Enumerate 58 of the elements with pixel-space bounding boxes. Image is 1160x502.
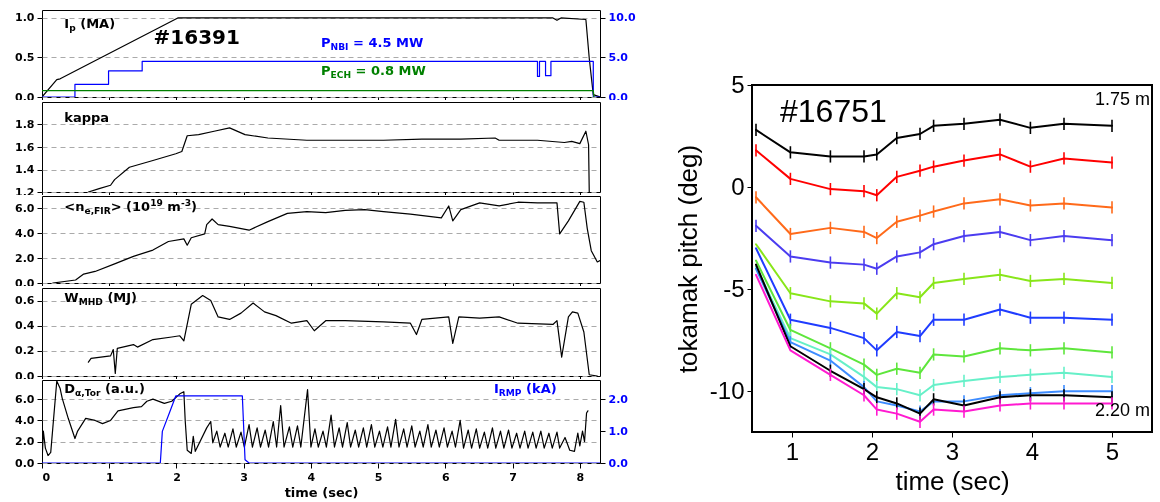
annotation: #16391 [153,25,240,50]
y-tick-label: 1.2 [15,185,35,199]
y2-tick-label: 5.0 [608,50,629,64]
y-tick-label: 1.8 [15,118,35,131]
text: kappa [64,110,110,125]
y-tick-label: 1.4 [15,163,35,176]
y2-tick-label: 2.0 [608,392,629,406]
y-tick-label: -10 [709,376,745,404]
x-tick-label: 2 [173,470,181,484]
y-tick-label: 6.0 [15,201,35,215]
y-tick-label: 0.6 [15,294,35,308]
series-label: <n$_{e,FIR}$> (10$^{19}$ m$^{-3}$) [64,198,197,217]
x-tick-label: 1 [105,470,114,484]
x-tick-label: 6 [442,470,451,484]
x-tick-label: 5 [374,470,383,484]
x-tick-label: 3 [945,437,960,465]
x-tick-label: 2 [865,437,880,465]
y-tick-label: 0.0 [15,456,35,470]
series-label: D$_{α,Tor}$ (a.u.) [64,381,145,399]
y-tick-label: 0.0 [15,90,35,104]
x-tick-label: 8 [576,470,585,484]
x-axis-title: time (sec) [895,465,1010,496]
y-tick-label: 2.0 [15,435,35,449]
y-tick-label: 0.5 [15,50,35,64]
y2-tick-label: 0.0 [608,456,629,470]
y-tick-label: 4.0 [15,413,35,427]
text: I$_{RMP}$ (kA) [493,381,557,399]
series-label: P$_{ECH}$ = 0.8 MW [321,62,426,80]
x-tick-label: 3 [240,470,249,484]
y-tick-label: 4.0 [15,226,35,240]
y-tick-label: 1.6 [15,140,35,154]
x-tick-label: 0 [42,470,51,484]
series-label: 2.20 m [1094,399,1150,420]
x-tick-label: 7 [509,470,517,484]
series-label: I$_{p}$ (MA) [64,15,116,33]
x-tick-label: 1 [785,437,800,465]
annotation: #16751 [780,93,887,130]
x-tick-label: 4 [1025,437,1040,465]
text: W$_{MHD}$ (MJ) [64,289,138,307]
y-tick-label: 0.0 [15,369,35,383]
y-axis-title: tokamak pitch (deg) [672,144,703,374]
y2-tick-label: 0.0 [608,90,629,104]
x-tick-label: 4 [307,470,316,484]
series-label: 1.75 m [1094,89,1150,110]
x-axis-title: time (sec) [284,484,359,500]
y2-tick-label: 1.0 [608,424,629,438]
y-tick-label: -5 [723,274,745,302]
y-tick-label: 1.0 [15,11,35,25]
series-label: P$_{NBI}$ = 4.5 MW [321,35,424,52]
y-tick-label: 6.0 [15,392,35,406]
y2-tick-label: 10.0 [608,11,636,25]
y-tick-label: 0.4 [15,319,35,333]
y-tick-label: 0.0 [15,276,35,290]
x-tick-label: 5 [1105,437,1120,465]
y-tick-label: 0 [731,172,745,200]
y-tick-label: 5 [731,70,745,98]
y-tick-label: 0.2 [15,344,35,358]
y-tick-label: 2.0 [15,251,35,265]
